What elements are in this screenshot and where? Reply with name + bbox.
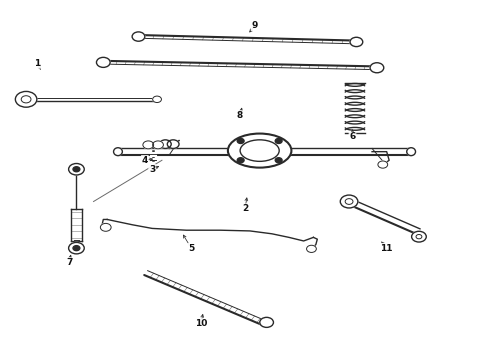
Circle shape [345, 199, 353, 204]
Circle shape [260, 318, 273, 327]
Circle shape [237, 139, 244, 144]
Circle shape [416, 234, 422, 239]
Circle shape [73, 167, 80, 172]
Circle shape [340, 195, 358, 208]
Circle shape [15, 91, 37, 107]
Text: 1: 1 [34, 59, 41, 68]
Text: 4: 4 [142, 156, 148, 165]
Text: 11: 11 [380, 244, 393, 253]
Circle shape [370, 63, 384, 73]
Circle shape [275, 139, 282, 144]
Ellipse shape [153, 96, 161, 103]
Circle shape [350, 37, 363, 46]
Circle shape [378, 161, 388, 168]
Text: 10: 10 [195, 319, 207, 328]
Text: 6: 6 [349, 132, 356, 141]
Circle shape [143, 141, 154, 149]
Ellipse shape [407, 148, 416, 156]
Text: 8: 8 [237, 111, 243, 120]
Circle shape [97, 57, 110, 67]
Circle shape [307, 245, 317, 252]
Circle shape [69, 163, 84, 175]
Text: 2: 2 [242, 204, 248, 213]
Ellipse shape [228, 134, 292, 168]
Text: 5: 5 [188, 244, 195, 253]
Circle shape [132, 32, 145, 41]
Text: 9: 9 [251, 21, 258, 30]
Circle shape [167, 140, 179, 148]
Ellipse shape [240, 140, 279, 161]
Circle shape [100, 224, 111, 231]
Circle shape [275, 158, 282, 163]
Circle shape [69, 242, 84, 254]
Circle shape [153, 141, 163, 149]
Ellipse shape [114, 148, 122, 156]
Circle shape [237, 158, 244, 163]
Circle shape [412, 231, 426, 242]
Circle shape [159, 140, 171, 148]
Text: 3: 3 [149, 165, 155, 174]
Circle shape [73, 246, 80, 251]
Circle shape [21, 96, 31, 103]
Text: 7: 7 [66, 258, 73, 267]
